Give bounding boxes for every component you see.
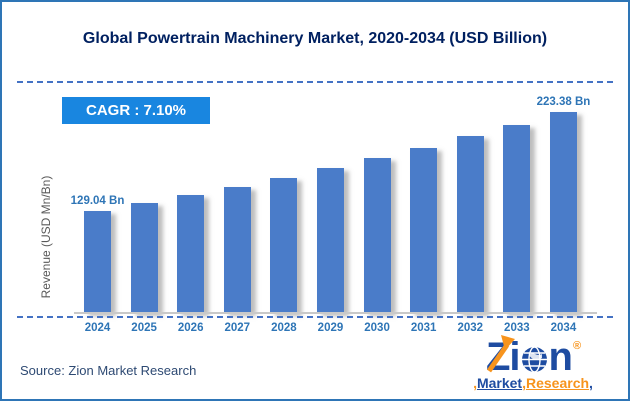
x-axis-ticks: 2024 2025 2026 2027 2028 2029 2030 2031 2032 2033… bbox=[84, 322, 577, 334]
x-tick-label: 2032 bbox=[457, 322, 484, 334]
x-tick: 2024 bbox=[84, 322, 111, 334]
y-axis-label: Revenue (USD Mn/Bn) bbox=[39, 175, 53, 299]
bar-2032 bbox=[456, 136, 484, 313]
x-tick-label: 2026 bbox=[177, 322, 204, 334]
x-tick-label: 2030 bbox=[364, 322, 390, 334]
bottom-divider-dashed-line bbox=[17, 316, 613, 318]
x-tick-label: 2025 bbox=[131, 322, 157, 334]
bar-2033 bbox=[503, 125, 531, 313]
x-axis-line bbox=[74, 312, 597, 314]
bar-value-label: 129.04 Bn bbox=[70, 195, 125, 207]
bar-2031 bbox=[410, 148, 438, 313]
bar-2028 bbox=[270, 178, 298, 313]
x-tick-label: 2031 bbox=[410, 322, 437, 334]
x-tick: 2027 bbox=[224, 322, 251, 334]
bar-2024: 129.04 Bn bbox=[71, 195, 124, 313]
chart-title: Global Powertrain Machinery Market, 2020… bbox=[82, 30, 548, 47]
x-tick: 2031 bbox=[410, 322, 437, 334]
x-tick-label: 2024 bbox=[84, 322, 111, 334]
x-tick-label: 2029 bbox=[317, 322, 344, 334]
bar-2025 bbox=[130, 203, 158, 313]
x-tick-label: 2033 bbox=[504, 322, 530, 334]
x-tick: 2033 bbox=[503, 322, 530, 334]
logo-letter-i: i bbox=[509, 335, 520, 379]
logo-letter-n: n bbox=[548, 335, 573, 379]
logo-letter-z: Z bbox=[486, 335, 515, 377]
x-tick: 2029 bbox=[317, 322, 344, 334]
cagr-label: CAGR : 7.10% bbox=[85, 102, 187, 119]
x-tick: 2030 bbox=[364, 322, 391, 334]
bar-2034: 223.38 Bn bbox=[537, 96, 590, 313]
x-tick-label: 2028 bbox=[271, 322, 297, 334]
cagr-badge: CAGR : 7.10% bbox=[62, 97, 210, 124]
bar-2030 bbox=[363, 158, 391, 313]
globe-icon bbox=[521, 346, 547, 373]
x-tick: 2025 bbox=[131, 322, 158, 334]
logo-comma-lead: , bbox=[473, 375, 477, 391]
x-tick: 2034 bbox=[550, 322, 577, 334]
bars-area: 129.04 Bn 223.38 Bn bbox=[71, 84, 590, 313]
bar-2027 bbox=[223, 187, 251, 313]
top-divider-dashed-line bbox=[17, 81, 613, 83]
registered-trademark-icon: ® bbox=[572, 340, 581, 352]
source-text: Source: Zion Market Research bbox=[20, 363, 197, 378]
logo-word-research: Research bbox=[525, 375, 590, 391]
logo-comma-trail: , bbox=[589, 375, 593, 391]
bar-2026 bbox=[177, 195, 205, 313]
x-tick-label: 2034 bbox=[550, 322, 577, 334]
growth-arrow-icon bbox=[486, 335, 515, 373]
logo-tagline: ,Market,Research, bbox=[452, 375, 614, 391]
x-tick-label: 2027 bbox=[224, 322, 251, 334]
x-tick: 2028 bbox=[270, 322, 297, 334]
zion-logo: Z i n ® ,Market,Research, bbox=[452, 335, 614, 391]
x-tick: 2032 bbox=[457, 322, 484, 334]
logo-word-market: Market bbox=[476, 375, 523, 391]
x-tick: 2026 bbox=[177, 322, 204, 334]
logo-comma-mid: , bbox=[522, 375, 526, 391]
bar-2029 bbox=[316, 168, 344, 313]
logo-wordmark: Z i n ® bbox=[452, 335, 614, 379]
bar-value-label: 223.38 Bn bbox=[536, 96, 591, 108]
